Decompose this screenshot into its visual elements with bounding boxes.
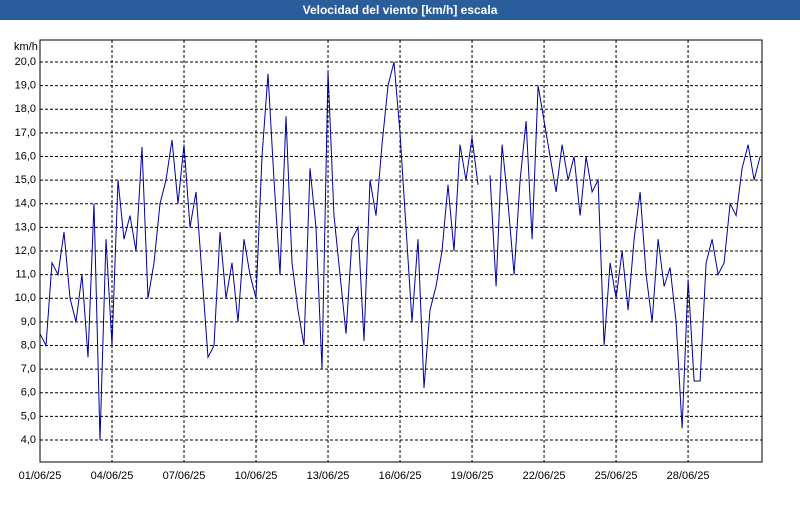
y-tick-label: 6,0 <box>21 387 36 399</box>
y-tick-label: 19,0 <box>15 80 36 92</box>
y-tick-label: 8,0 <box>21 339 36 351</box>
y-axis-label: km/h <box>14 41 38 53</box>
y-tick-label: 7,0 <box>21 363 36 375</box>
x-tick-label: 25/06/25 <box>595 470 638 482</box>
y-tick-label: 14,0 <box>15 198 36 210</box>
y-tick-label: 15,0 <box>15 174 36 186</box>
chart-title: Velocidad del viento [km/h] escala <box>303 3 498 17</box>
y-tick-label: 4,0 <box>21 434 36 446</box>
x-tick-label: 04/06/25 <box>91 470 134 482</box>
x-tick-label: 22/06/25 <box>523 470 566 482</box>
y-tick-label: 11,0 <box>15 269 36 281</box>
data-line <box>39 61 761 441</box>
x-tick-label: 01/06/25 <box>19 470 62 482</box>
y-tick-label: 20,0 <box>15 56 36 68</box>
y-tick-label: 17,0 <box>15 127 36 139</box>
x-tick-label: 07/06/25 <box>163 470 206 482</box>
y-tick-label: 9,0 <box>21 316 36 328</box>
y-tick-label: 18,0 <box>15 103 36 115</box>
plot-border <box>39 39 763 463</box>
y-tick-label: 5,0 <box>21 410 36 422</box>
y-tick-label: 13,0 <box>15 221 36 233</box>
title-bar <box>0 0 800 20</box>
y-tick-label: 12,0 <box>15 245 36 257</box>
x-tick-label: 10/06/25 <box>235 470 278 482</box>
x-tick-label: 19/06/25 <box>451 470 494 482</box>
x-tick-label: 28/06/25 <box>667 470 710 482</box>
x-tick-label: 16/06/25 <box>379 470 422 482</box>
y-tick-label: 16,0 <box>15 150 36 162</box>
y-tick-label: 10,0 <box>15 292 36 304</box>
x-tick-label: 13/06/25 <box>307 470 350 482</box>
